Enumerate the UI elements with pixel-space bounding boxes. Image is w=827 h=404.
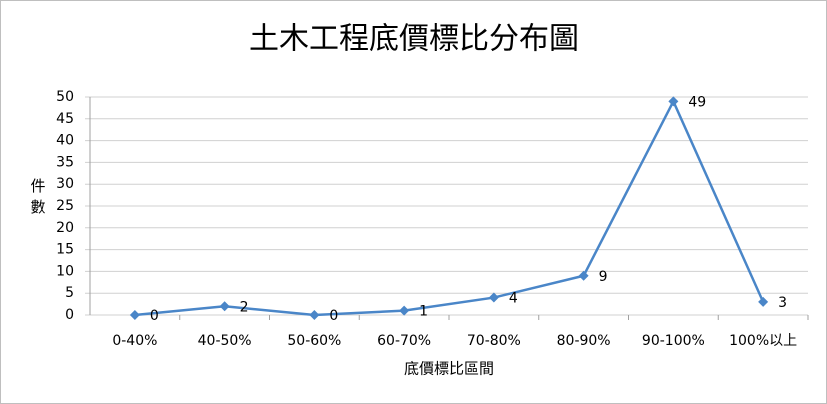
data-point [129,310,140,320]
x-tick-label: 40-50% [198,333,252,349]
data-line [134,98,765,317]
data-label: 1 [419,304,428,320]
data-label: 9 [599,269,608,285]
data-point [399,305,410,316]
data-label: 0 [329,308,338,324]
y-tick-label: 50 [56,89,74,105]
x-tick-label: 50-60% [287,333,341,349]
y-tick-label: 45 [56,111,74,127]
data-point [668,96,679,107]
y-tick-label: 40 [56,133,74,149]
y-tick-label: 35 [56,154,74,170]
y-axis-label: 件數 [29,178,47,220]
data-label: 3 [778,295,787,311]
y-tick-label: 25 [56,198,74,214]
y-tick-label: 15 [56,242,74,258]
y-tick-label: 10 [56,263,74,279]
data-point [309,310,320,320]
x-tick-label: 60-70% [377,333,431,349]
data-label: 49 [688,94,706,110]
chart-title: 土木工程底價標比分布圖 [249,22,579,57]
x-tick-label: 100%以上 [729,333,797,349]
x-tick-label: 70-80% [467,333,521,349]
x-tick-label: 80-90% [557,333,611,349]
data-label: 4 [509,291,518,307]
data-point [488,292,499,303]
data-label: 0 [150,308,159,324]
data-label: 2 [240,299,249,315]
y-tick-label: 5 [65,285,74,301]
data-point [578,270,589,281]
x-tick-label: 0-40% [112,333,157,349]
data-point [758,296,769,307]
y-tick-label: 20 [56,220,74,236]
x-tick-label: 90-100% [642,333,705,349]
y-tick-label: 30 [56,176,74,192]
y-tick-label: 0 [65,307,74,323]
data-point [219,301,230,312]
x-axis-label: 底價標比區間 [404,360,494,378]
